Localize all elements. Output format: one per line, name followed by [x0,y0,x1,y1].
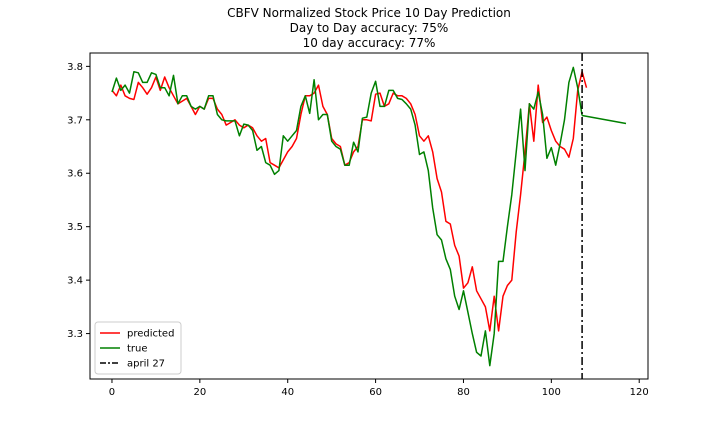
series-line-predicted [111,70,588,332]
legend-label: true [127,344,148,355]
series-line-2 [581,114,627,125]
x-tick-label: 0 [109,387,115,398]
series-line-true [111,66,583,367]
legend: predicted true april 27 [94,321,182,375]
plot-frame [89,52,649,380]
y-tick-label: 3.8 [67,62,83,73]
x-tick-label: 80 [457,387,470,398]
legend-box [94,321,182,375]
x-tick-label: 60 [369,387,382,398]
title-line-3: 10 day accuracy: 77% [303,36,436,50]
y-tick-label: 3.4 [67,276,83,287]
y-tick-label: 3.5 [67,222,83,233]
y-tick-label: 3.7 [67,115,83,126]
chart-title: CBFV Normalized Stock Price 10 Day Predi… [227,6,511,50]
legend-label: predicted [127,329,174,340]
x-axis: 0 20 40 60 80 100 120 [109,379,649,398]
x-tick-label: 100 [542,387,561,398]
y-axis: 3.3 3.4 3.5 3.6 3.7 3.8 [67,62,90,340]
plot-area [111,53,627,379]
x-tick-label: 40 [281,387,294,398]
title-line-1: CBFV Normalized Stock Price 10 Day Predi… [227,6,511,20]
y-tick-label: 3.6 [67,169,83,180]
title-line-2: Day to Day accuracy: 75% [290,21,449,35]
x-tick-label: 120 [630,387,649,398]
x-tick-label: 20 [193,387,206,398]
legend-label: april 27 [127,359,165,370]
y-tick-label: 3.3 [67,329,83,340]
